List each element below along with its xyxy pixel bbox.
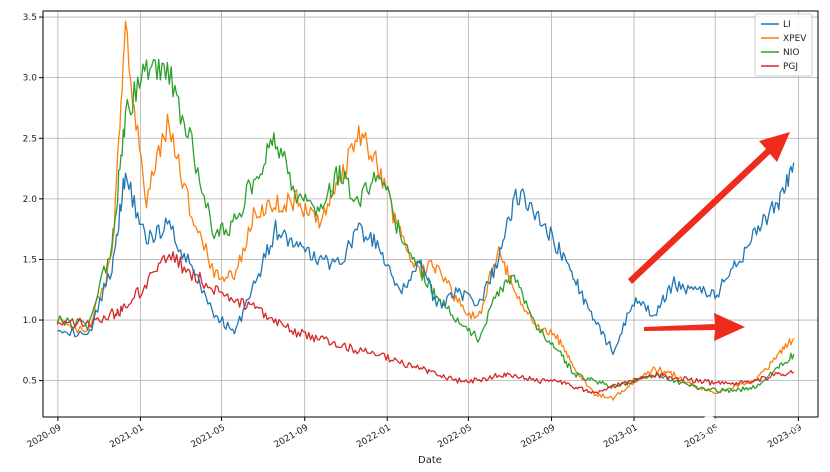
legend-entry-xpev: XPEV — [783, 34, 807, 44]
watermark-community: Tiger Community — [724, 422, 800, 433]
tiger-logo-icon — [699, 416, 719, 436]
series-line-pgj — [57, 251, 794, 395]
y-tick-label: 3.5 — [23, 13, 37, 23]
watermark-handle: @ToughCoyote — [718, 449, 801, 463]
series-line-xpev — [56, 20, 795, 401]
series-line-nio — [56, 58, 795, 394]
watermark: Tiger Community @ToughCoyote — [699, 416, 801, 463]
y-tick-label: 3.0 — [23, 74, 38, 84]
legend-entry-nio: NIO — [783, 48, 799, 58]
arrow-right-icon — [644, 313, 745, 341]
annotation-arrows — [628, 132, 790, 341]
series-line-li — [56, 162, 795, 356]
plot-frame — [42, 10, 819, 418]
legend-entry-pgj: PGJ — [783, 62, 798, 72]
x-axis-label: Date — [418, 455, 442, 466]
y-tick-label: 1.0 — [23, 316, 38, 326]
y-tick-label: 0.5 — [23, 377, 37, 387]
arrow-up-right-icon — [628, 132, 790, 284]
series-lines — [56, 20, 795, 401]
y-axis-ticks: 0.5 1.0 1.5 2.0 2.5 3.0 3.5 — [23, 13, 43, 387]
y-tick-label: 2.0 — [23, 195, 38, 205]
legend-entry-li: LI — [783, 20, 791, 30]
y-tick-label: 1.5 — [23, 255, 37, 265]
legend-box — [754, 13, 813, 77]
y-tick-label: 2.5 — [23, 134, 37, 144]
legend: LI XPEV NIO PGJ — [754, 13, 813, 77]
